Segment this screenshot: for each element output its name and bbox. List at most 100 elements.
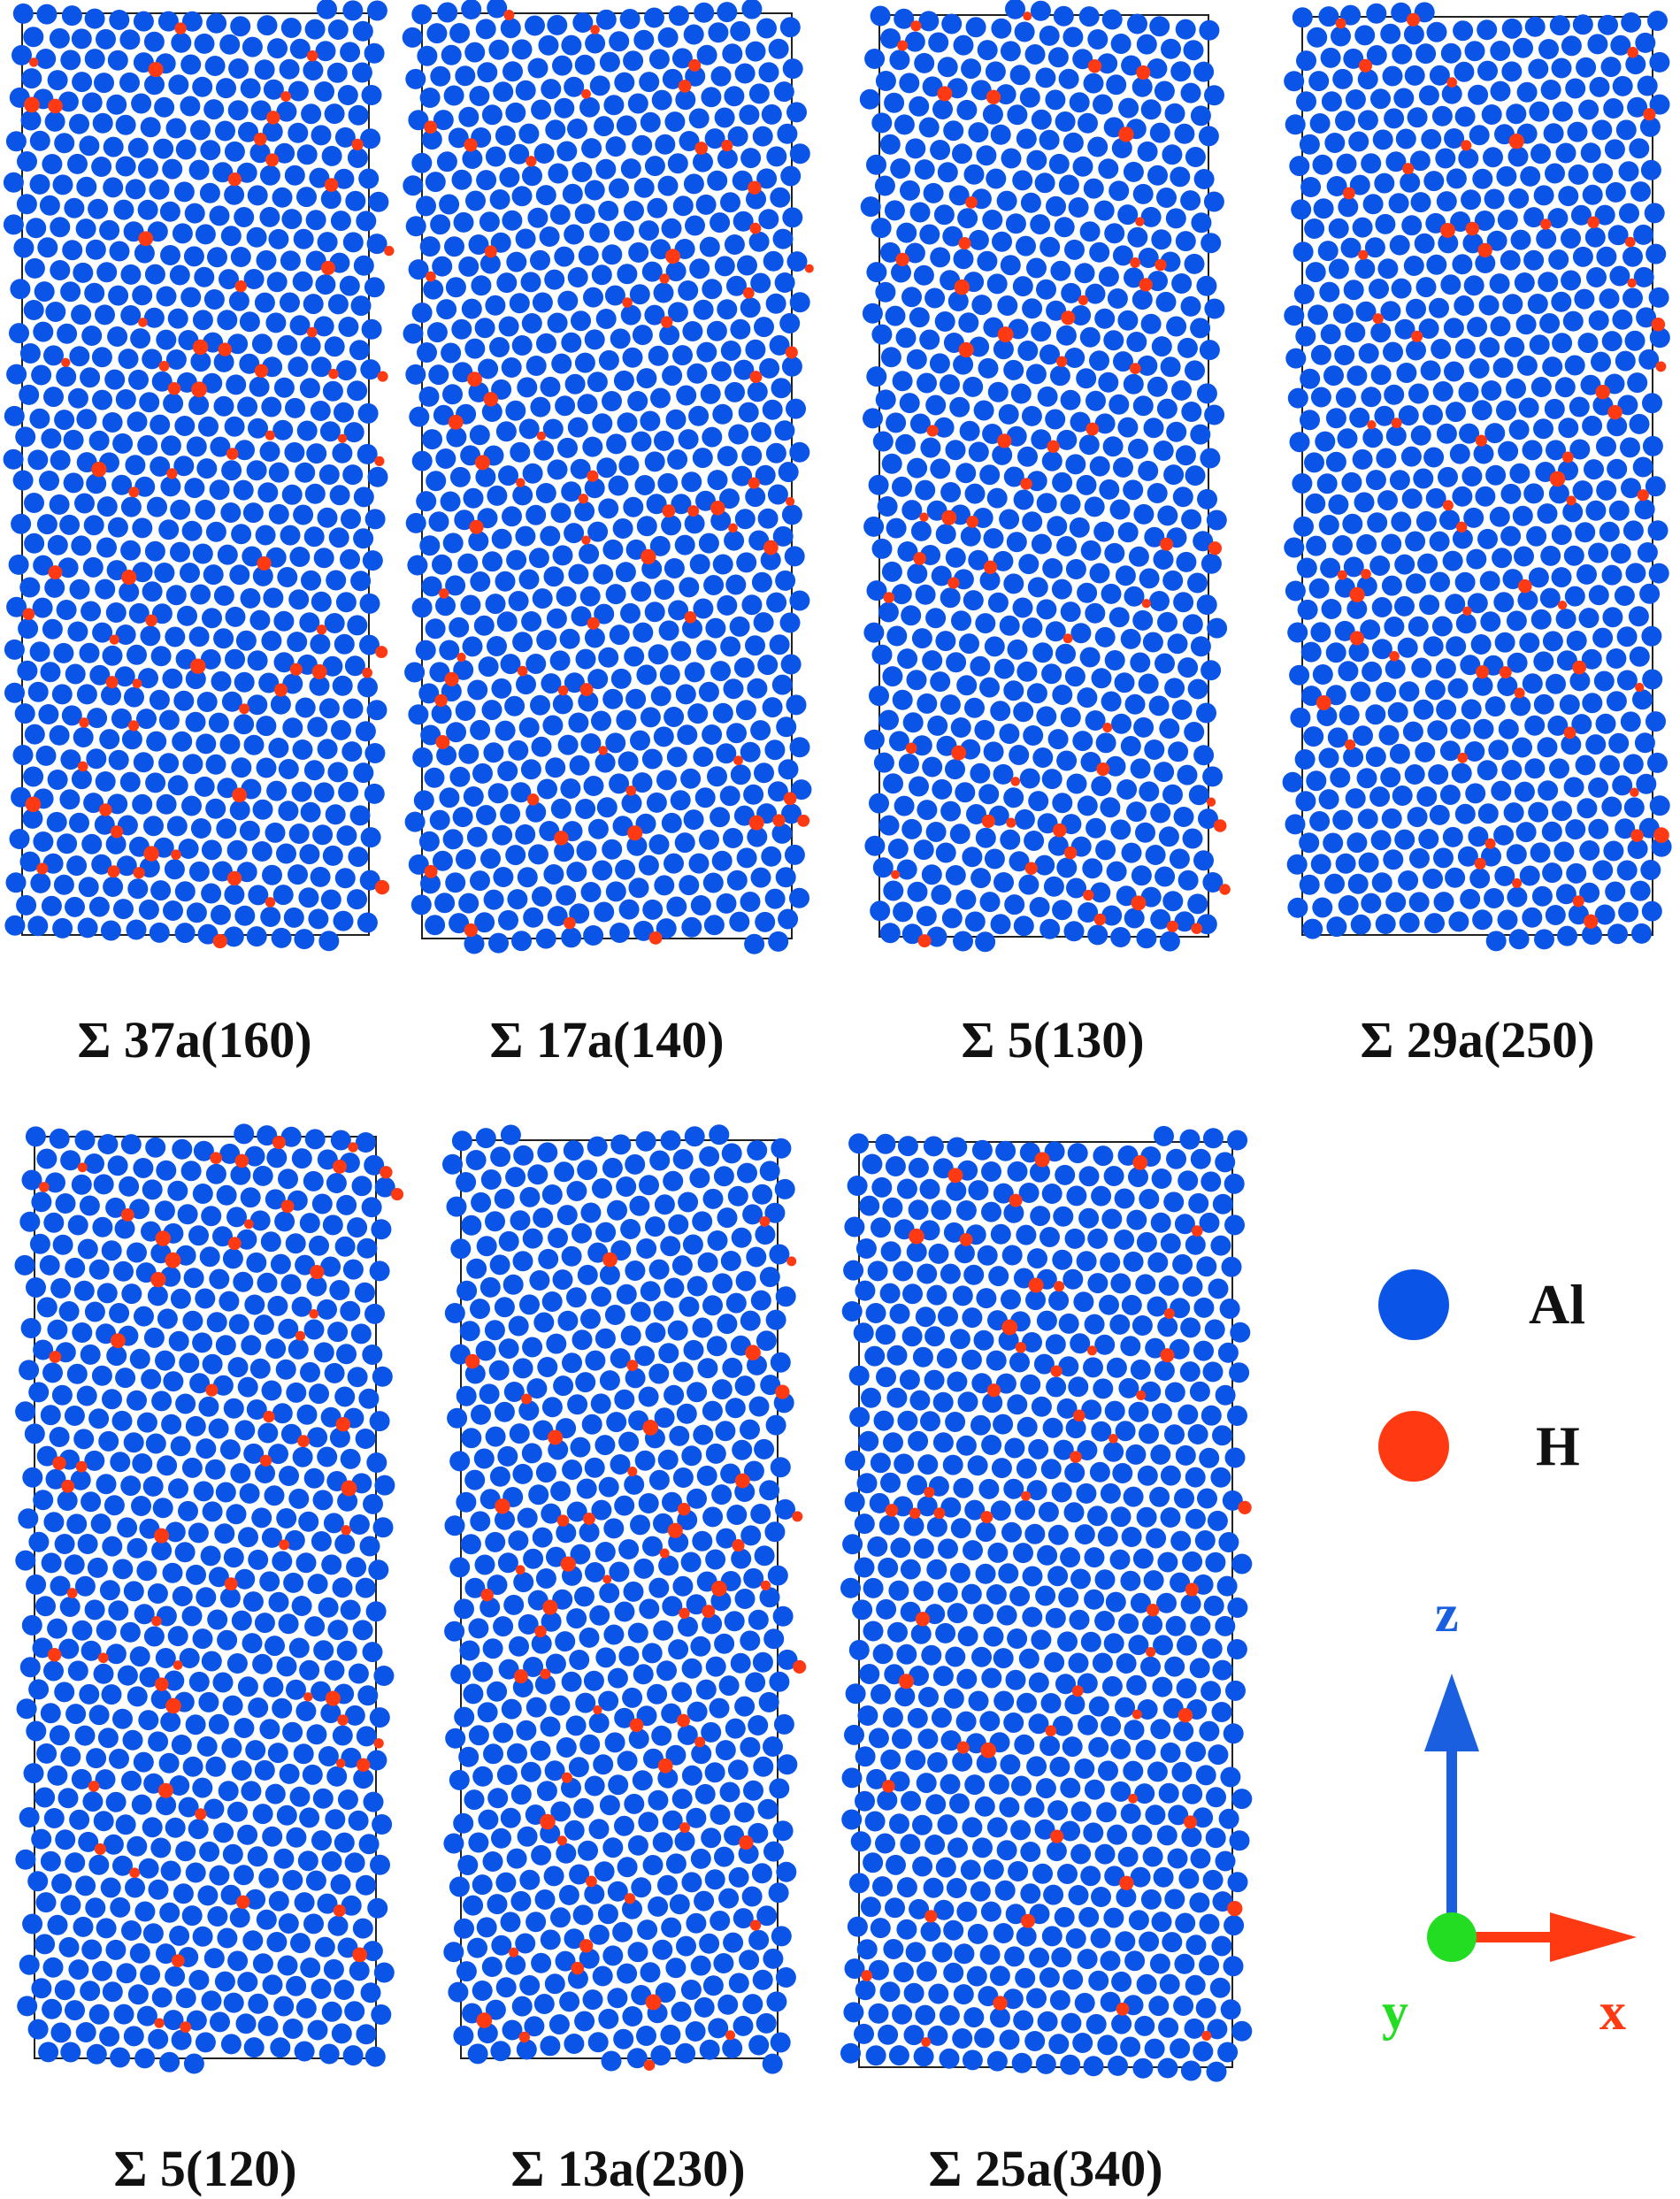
al-atom	[1224, 1447, 1246, 1468]
al-atom	[892, 1728, 912, 1750]
al-atom	[511, 39, 533, 60]
al-atom	[212, 1226, 233, 1247]
al-atom	[272, 1403, 293, 1424]
al-atom	[1515, 822, 1537, 843]
al-atom	[1149, 1486, 1170, 1507]
al-atom	[1070, 1843, 1092, 1865]
al-atom	[570, 1437, 591, 1458]
al-atom	[364, 783, 385, 804]
al-atom	[1454, 338, 1476, 359]
al-atom	[1545, 163, 1565, 184]
al-atom	[1450, 718, 1471, 739]
al-atom	[862, 1153, 883, 1175]
al-atom	[1568, 904, 1589, 925]
al-atom	[6, 364, 27, 385]
al-atom	[923, 1136, 944, 1157]
h-atom	[174, 22, 187, 34]
al-atom	[31, 1978, 52, 1999]
al-atom	[997, 295, 1018, 316]
al-atom	[866, 366, 887, 387]
h-atom	[1316, 695, 1331, 710]
al-atom	[462, 636, 483, 657]
al-atom	[750, 867, 771, 888]
al-atom	[75, 218, 96, 240]
al-atom	[1128, 438, 1148, 459]
al-atom	[870, 1452, 891, 1474]
al-atom	[1193, 1807, 1214, 1828]
al-atom	[764, 739, 786, 761]
al-atom	[634, 1345, 656, 1367]
al-atom	[630, 730, 650, 751]
al-atom	[1287, 897, 1308, 918]
al-atom	[373, 1962, 395, 1983]
al-atom	[960, 1859, 981, 1881]
al-atom	[97, 1728, 119, 1749]
al-atom	[150, 414, 171, 435]
al-atom	[334, 402, 354, 423]
al-atom	[443, 1942, 464, 1963]
h-atom	[1643, 108, 1656, 121]
al-atom	[16, 894, 37, 916]
al-atom	[131, 1496, 151, 1516]
al-atom	[1384, 384, 1405, 405]
al-atom	[1173, 592, 1194, 613]
al-atom	[180, 54, 202, 75]
al-atom	[969, 336, 990, 357]
al-atom	[155, 1648, 176, 1668]
al-atom	[1632, 456, 1653, 478]
al-atom	[479, 211, 500, 233]
al-atom	[254, 292, 275, 313]
al-atom	[480, 848, 501, 870]
al-atom	[1084, 1779, 1105, 1800]
al-atom	[872, 857, 894, 878]
al-atom	[1651, 836, 1672, 857]
al-atom	[1302, 918, 1323, 939]
al-atom	[927, 715, 948, 736]
al-atom	[252, 1953, 273, 1974]
al-atom	[342, 232, 364, 253]
al-atom	[4, 639, 25, 660]
al-atom	[702, 1295, 723, 1316]
al-atom	[24, 724, 45, 745]
al-atom	[1032, 1863, 1053, 1884]
al-atom	[127, 1835, 148, 1857]
al-atom	[1029, 1947, 1050, 1968]
al-atom	[964, 697, 985, 718]
al-atom	[1438, 233, 1459, 254]
al-atom	[314, 1936, 335, 1958]
al-atom	[96, 496, 118, 517]
al-atom	[288, 864, 308, 885]
al-atom	[107, 50, 128, 71]
al-atom	[230, 1164, 251, 1185]
h-atom	[733, 755, 743, 766]
al-atom	[596, 457, 618, 479]
al-atom	[1406, 298, 1426, 319]
al-atom	[1516, 355, 1538, 376]
al-atom	[717, 1207, 738, 1229]
al-atom	[928, 32, 949, 53]
al-atom	[495, 1977, 517, 1998]
al-atom	[165, 585, 187, 606]
al-atom	[268, 503, 289, 525]
al-atom	[23, 300, 44, 320]
al-atom	[592, 1178, 612, 1199]
al-atom	[1060, 389, 1081, 410]
al-atom	[554, 841, 575, 862]
atom-lattice	[14, 1123, 404, 2074]
al-atom	[594, 116, 615, 137]
al-atom	[58, 557, 79, 578]
al-atom	[461, 0, 482, 19]
h-atom	[626, 1360, 639, 1371]
al-atom	[1147, 1252, 1169, 1273]
al-atom	[192, 1926, 213, 1947]
al-atom	[541, 1611, 562, 1632]
al-atom	[127, 878, 149, 900]
al-atom	[1063, 921, 1085, 942]
h-atom	[517, 665, 528, 677]
al-atom	[1616, 626, 1638, 647]
al-atom	[1431, 105, 1453, 126]
al-atom	[1205, 1552, 1226, 1573]
al-atom	[334, 1533, 356, 1554]
al-atom	[866, 1768, 887, 1789]
al-atom	[926, 1284, 947, 1306]
